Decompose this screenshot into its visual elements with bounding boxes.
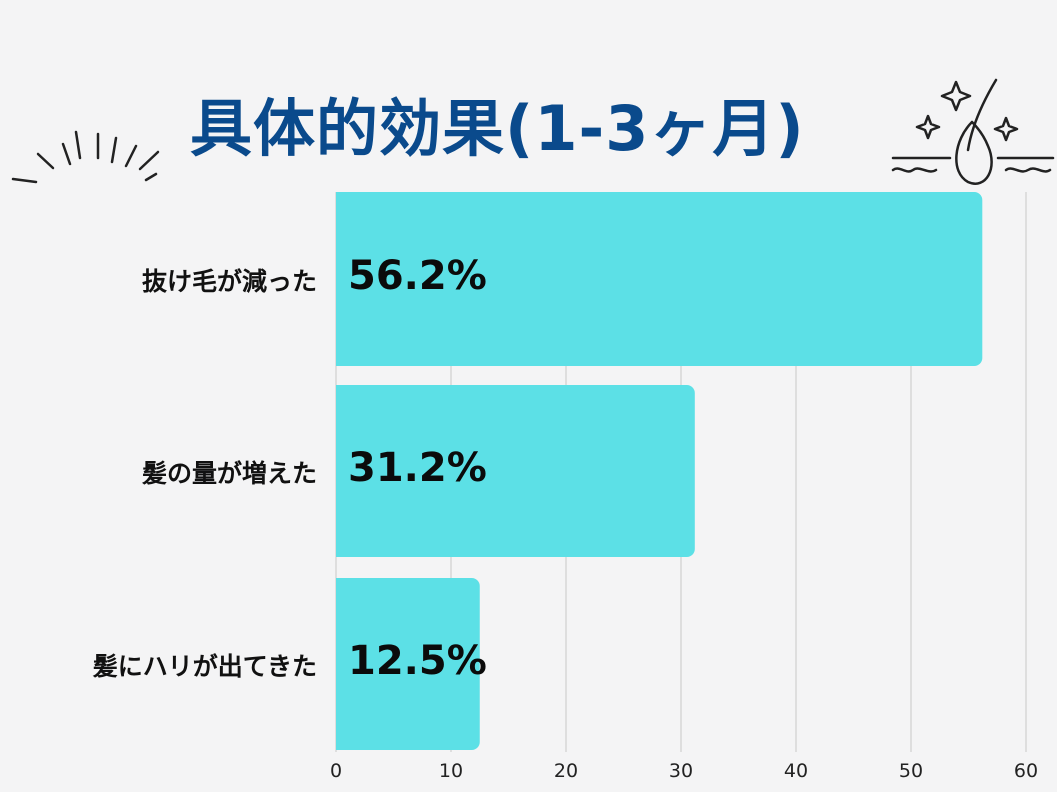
value-label: 31.2%: [348, 445, 487, 491]
x-tick-label: 50: [898, 760, 924, 782]
value-label: 56.2%: [348, 253, 487, 299]
bar-2-base: [336, 385, 348, 557]
x-tick-label: 10: [438, 760, 464, 782]
hair-follicle-sparkle-icon: [891, 78, 1055, 185]
x-tick-label: 0: [329, 760, 343, 782]
bar-1-base: [336, 192, 348, 366]
category-label: 髪の量が増えた: [141, 459, 317, 488]
bar-2: [336, 385, 695, 557]
bars: [336, 192, 983, 750]
category-label: 抜け毛が減った: [141, 267, 317, 296]
x-tick-label: 60: [1013, 760, 1039, 782]
value-label: 12.5%: [348, 638, 487, 684]
x-tick-label: 30: [668, 760, 694, 782]
radiating-lines-icon: [11, 130, 160, 184]
bar-3-base: [336, 578, 348, 750]
bar-1: [336, 192, 983, 366]
category-label: 髪にハリが出てきた: [92, 652, 317, 681]
chart-title: 具体的効果(1-3ヶ月): [190, 92, 805, 165]
x-tick-label: 20: [553, 760, 579, 782]
bar-3: [336, 578, 480, 750]
x-tick-label: 40: [783, 760, 809, 782]
